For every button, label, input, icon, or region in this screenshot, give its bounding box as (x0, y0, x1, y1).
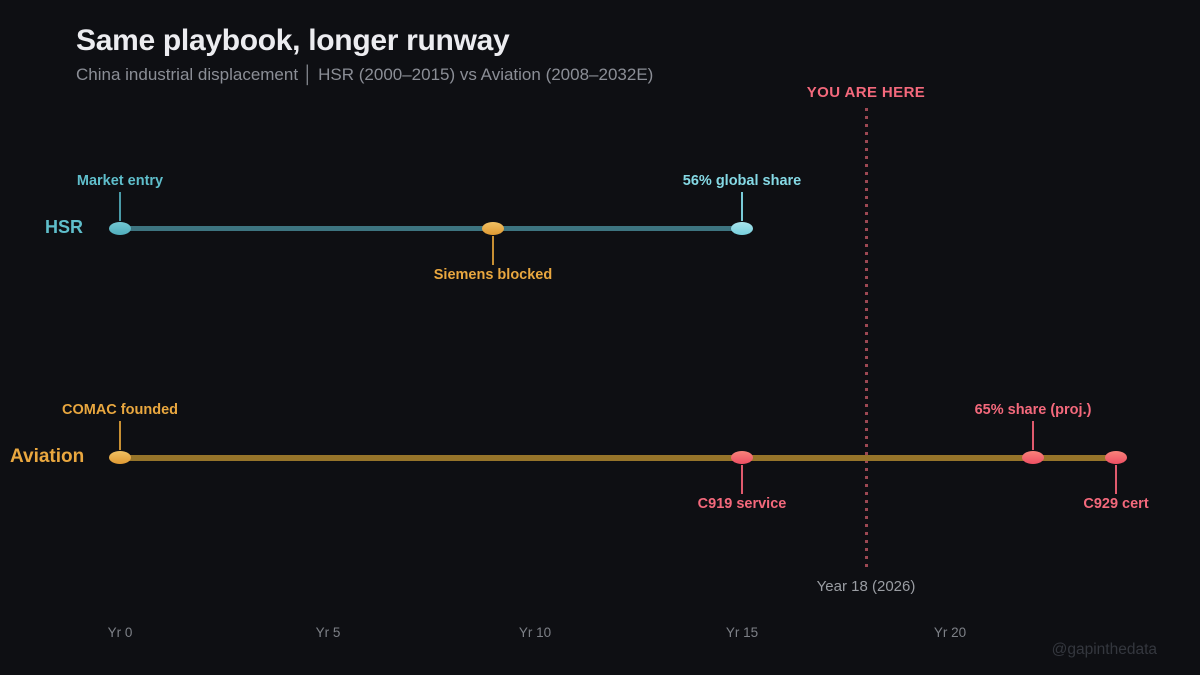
x-axis-tick-yr15: Yr 15 (725, 625, 759, 640)
event-marker (1105, 451, 1127, 464)
x-axis-tick-yr20: Yr 20 (933, 625, 967, 640)
series-label-aviation: Aviation (10, 446, 85, 467)
event-connector (741, 192, 743, 221)
hsr-timeline-line (120, 226, 742, 231)
event-connector (119, 421, 121, 450)
event-marker (731, 451, 753, 464)
event-label: C929 cert (1083, 496, 1149, 512)
event-marker (1022, 451, 1044, 464)
event-connector (492, 236, 494, 265)
chart-title: Same playbook, longer runway (76, 24, 510, 57)
event-marker (731, 222, 753, 235)
event-label: 56% global share (682, 173, 802, 189)
event-label: Siemens blocked (433, 267, 553, 283)
event-marker (482, 222, 504, 235)
chart-subtitle: China industrial displacement │ HSR (200… (76, 65, 654, 84)
event-label: 65% share (proj.) (974, 402, 1092, 418)
x-axis-tick-yr5: Yr 5 (315, 625, 341, 640)
you-are-here-dotted-line (865, 108, 868, 570)
watermark: @gapinthedata (1051, 641, 1157, 658)
you-are-here-label: YOU ARE HERE (806, 84, 926, 101)
event-label: COMAC founded (62, 402, 178, 418)
reference-year-label: Year 18 (2026) (816, 578, 916, 595)
event-connector (119, 192, 121, 221)
event-marker (109, 222, 131, 235)
event-connector (741, 465, 743, 494)
event-connector (1032, 421, 1034, 450)
event-label: Market entry (76, 173, 164, 189)
event-connector (1115, 465, 1117, 494)
series-label-hsr: HSR (45, 217, 84, 237)
x-axis-tick-yr10: Yr 10 (518, 625, 552, 640)
aviation-timeline-line (120, 455, 1117, 461)
event-marker (109, 451, 131, 464)
x-axis-tick-yr0: Yr 0 (107, 625, 133, 640)
event-label: C919 service (697, 496, 787, 512)
